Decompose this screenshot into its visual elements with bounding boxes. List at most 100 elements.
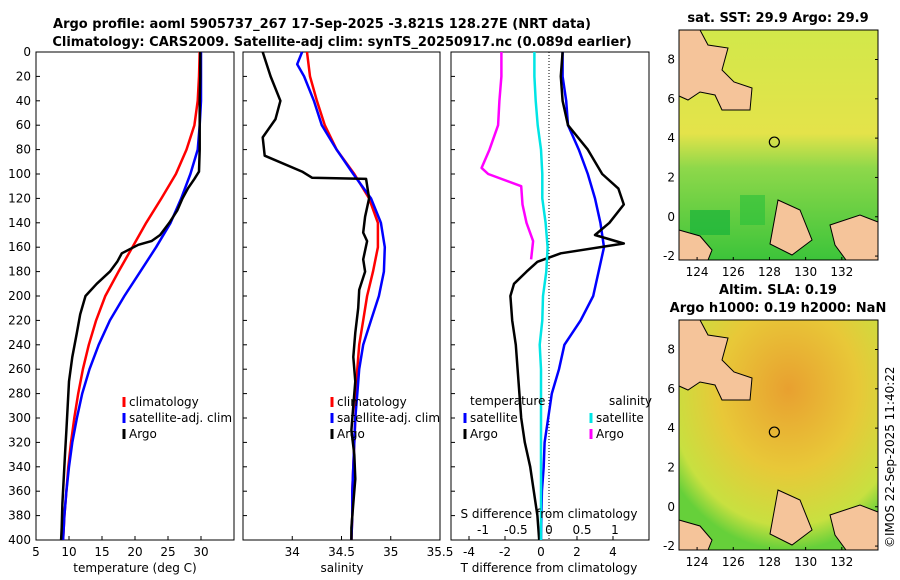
map-y-tick-label: -2 [663, 539, 675, 553]
map-y-tick-label: 2 [667, 170, 675, 184]
x-tick-label: 15 [94, 545, 109, 559]
y-tick-label: 20 [16, 69, 31, 83]
x-tick-label: 2 [573, 545, 581, 559]
y-tick-label: 380 [8, 509, 31, 523]
x-tick-label: 35.5 [427, 545, 454, 559]
legend-temperature-title: temperature [470, 394, 545, 408]
legend-argo-label: Argo [337, 427, 365, 441]
sla-map-title-line1: Altim. SLA: 0.19 [719, 283, 837, 298]
sst-map-ticks: 124 126 128 130 132 8 6 4 2 0 -2 [663, 52, 878, 279]
y-tick-label: 80 [16, 143, 31, 157]
x-tick-label: -2 [499, 545, 511, 559]
float-position-marker [768, 136, 780, 148]
figure-title-line2: Climatology: CARS2009. Satellite-adj cli… [52, 35, 631, 50]
y-tick-label: 120 [8, 191, 31, 205]
map-y-tick-label: 8 [667, 52, 675, 66]
legend-satellite-label: satellite-adj. clim [337, 411, 440, 425]
y-tick-label: 320 [8, 435, 31, 449]
legend-t-argo-label: Argo [470, 427, 498, 441]
map-x-tick-label: 126 [722, 555, 745, 569]
y-tick-label: 300 [8, 411, 31, 425]
temperature-panel: 0 20 40 60 80 100 120 140 160 180 200 220 240 260 280 3… [8, 45, 235, 575]
legend-s-satellite-label: satellite [596, 411, 644, 425]
s-tick: -1 [477, 523, 489, 537]
x-tick-label: 0 [537, 545, 545, 559]
y-tick-label: 280 [8, 387, 31, 401]
sla-map-frame [678, 319, 879, 551]
s-tick: 0 [545, 523, 553, 537]
map-y-tick-label: 2 [667, 460, 675, 474]
y-tick-label: 100 [8, 167, 31, 181]
y-tick-label: 360 [8, 484, 31, 498]
y-tick-label: 260 [8, 362, 31, 376]
sla-map: Altim. SLA: 0.19 Argo h1000: 0.19 h2000:… [663, 283, 886, 569]
s-difference-ticks: -1 -0.5 0 0.5 1 [477, 523, 619, 537]
sst-map-frame [678, 29, 879, 261]
legend-s-argo-label: Argo [596, 427, 624, 441]
map-y-tick-label: -2 [663, 249, 675, 263]
y-tick-label: 0 [23, 45, 31, 59]
y-tick-label: 180 [8, 265, 31, 279]
imos-credit: ©IMOS 22-Sep-2025 11:40:22 [883, 366, 897, 548]
y-tick-label: 200 [8, 289, 31, 303]
map-x-tick-label: 128 [758, 265, 781, 279]
x-tick-label: 25 [160, 545, 175, 559]
salinity-xlabel: salinity [320, 561, 363, 575]
s-tick: 0.5 [572, 523, 591, 537]
legend-t-satellite-label: satellite [470, 411, 518, 425]
map-y-tick-label: 8 [667, 342, 675, 356]
map-x-tick-label: 124 [686, 265, 709, 279]
series-line-s-satellite [533, 52, 549, 540]
sla-map-title-line2: Argo h1000: 0.19 h2000: NaN [670, 301, 887, 316]
difference-lines [480, 51, 626, 541]
map-x-tick-label: 124 [686, 555, 709, 569]
legend-argo-label: Argo [129, 427, 157, 441]
s-difference-label: S difference from climatology [461, 507, 638, 521]
series-line-t-satellite [539, 52, 606, 541]
sst-map: sat. SST: 29.9 Argo: 29.9 124 126 128 130 13… [663, 11, 879, 279]
salinity-axes [242, 51, 441, 541]
x-tick-label: 30 [193, 545, 208, 559]
legend-climatology-label: climatology [129, 395, 199, 409]
map-y-tick-label: 6 [667, 382, 675, 396]
map-y-tick-label: 4 [667, 131, 675, 145]
temperature-tick-labels: 5 10 15 20 25 30 [32, 51, 209, 559]
t-difference-xlabel: T difference from climatology [460, 561, 638, 575]
map-y-tick-label: 6 [667, 92, 675, 106]
sst-cool-patch [690, 210, 730, 235]
x-tick-label: 34.5 [328, 545, 355, 559]
y-tick-label: 60 [16, 118, 31, 132]
depth-tick-labels: 0 20 40 60 80 100 120 140 160 180 200 220 240 260 280 3… [8, 45, 31, 547]
x-tick-label: 5 [32, 545, 40, 559]
float-position-marker [768, 426, 780, 438]
land-mindanao [678, 319, 753, 401]
y-tick-label: 340 [8, 460, 31, 474]
y-tick-label: 400 [8, 533, 31, 547]
salinity-legend: climatology satellite-adj. clim Argo [330, 395, 440, 441]
map-y-tick-label: 0 [667, 210, 675, 224]
s-tick: 1 [611, 523, 619, 537]
x-tick-label: -4 [463, 545, 475, 559]
series-line-argo [59, 52, 202, 541]
x-tick-label: 35 [383, 545, 398, 559]
y-tick-label: 40 [16, 94, 31, 108]
sst-cool-patch [740, 195, 765, 225]
salinity-panel: 34 34.5 35 35.5 salinity climatology satell… [242, 51, 454, 575]
series-line-t-argo [509, 51, 626, 541]
map-x-tick-label: 128 [758, 555, 781, 569]
x-tick-label: 20 [127, 545, 142, 559]
y-tick-label: 140 [8, 216, 31, 230]
temperature-legend: climatology satellite-adj. clim Argo [122, 395, 232, 441]
y-tick-label: 220 [8, 313, 31, 327]
x-tick-label: 10 [61, 545, 76, 559]
y-tick-label: 160 [8, 240, 31, 254]
map-x-tick-label: 130 [794, 265, 817, 279]
series-line-s-argo [480, 52, 535, 260]
land-halmahera [769, 489, 813, 546]
temperature-lines [59, 51, 203, 541]
s-tick: -0.5 [504, 523, 527, 537]
map-x-tick-label: 126 [722, 265, 745, 279]
legend-climatology-label: climatology [337, 395, 407, 409]
land-halmahera [769, 199, 813, 256]
